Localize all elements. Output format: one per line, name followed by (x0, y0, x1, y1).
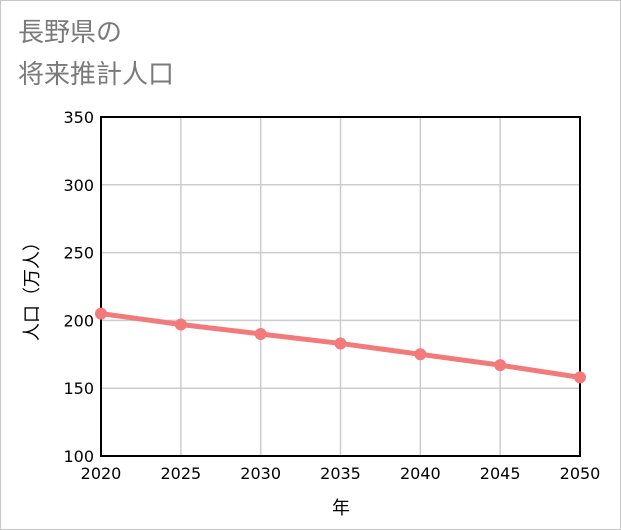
y-tick-label-5: 350 (63, 108, 94, 127)
y-tick-label-0: 100 (63, 447, 94, 466)
plot-area-border (100, 116, 581, 457)
data-point-2020 (95, 307, 107, 320)
y-axis-ticks: 100 150 200 250 300 350 (63, 108, 94, 466)
population-data-points (95, 307, 586, 384)
x-tick-label-5: 2045 (480, 464, 521, 483)
x-tick-label-0: 2020 (81, 464, 122, 483)
x-tick-label-2: 2030 (240, 464, 281, 483)
x-axis-label: 年 (332, 498, 350, 519)
data-point-2025 (174, 318, 187, 331)
x-tick-label-4: 2040 (400, 464, 441, 483)
data-point-2050 (574, 371, 586, 384)
data-point-2035 (334, 337, 347, 350)
data-point-2030 (254, 327, 267, 340)
y-tick-label-2: 200 (63, 311, 94, 330)
chart-title: 長野県の 将来推計人口 (18, 12, 174, 96)
x-tick-label-3: 2035 (320, 464, 361, 483)
y-tick-label-4: 300 (63, 176, 94, 195)
chart-title-line-1: 長野県の (18, 18, 123, 48)
chart-title-line-2: 将来推計人口 (18, 60, 175, 90)
chart-grid (100, 116, 581, 457)
x-axis-ticks: 2020 2025 2030 2035 2040 2045 2050 (81, 464, 601, 483)
x-tick-label-1: 2025 (160, 464, 201, 483)
y-tick-label-3: 250 (63, 244, 94, 263)
y-axis-label: 人口（万人） (22, 233, 43, 341)
data-point-2045 (494, 359, 507, 372)
x-tick-label-6: 2050 (560, 464, 601, 483)
data-point-2040 (414, 348, 427, 361)
y-tick-label-1: 150 (63, 379, 94, 398)
